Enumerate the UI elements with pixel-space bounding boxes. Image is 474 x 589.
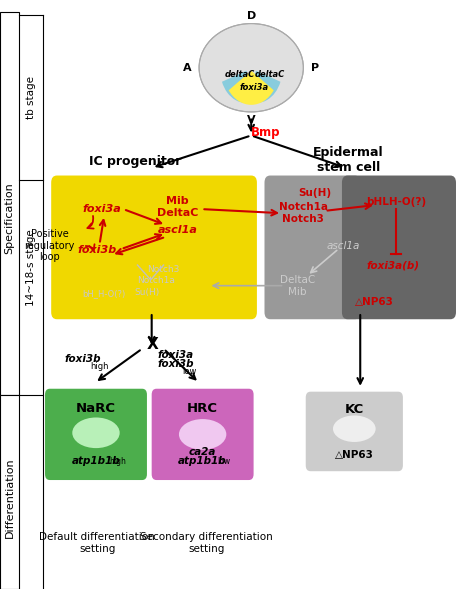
Text: tb stage: tb stage <box>26 75 36 119</box>
Text: foxi3a(b): foxi3a(b) <box>367 260 420 270</box>
Text: P: P <box>311 63 319 72</box>
Text: low: low <box>182 366 197 376</box>
Bar <box>0 395 19 589</box>
Text: ascl1a: ascl1a <box>158 225 198 234</box>
Text: foxi3a: foxi3a <box>82 204 121 214</box>
Text: IC progenitor: IC progenitor <box>89 155 181 168</box>
Text: △NP63: △NP63 <box>335 450 374 459</box>
Text: high: high <box>90 362 109 371</box>
Text: foxi3a: foxi3a <box>157 350 193 359</box>
FancyBboxPatch shape <box>342 176 456 319</box>
Text: Notch1a: Notch1a <box>279 202 328 211</box>
Text: V: V <box>247 115 255 124</box>
Ellipse shape <box>72 418 119 448</box>
Text: low: low <box>218 456 230 466</box>
Text: bHLH-O(?): bHLH-O(?) <box>366 197 426 207</box>
Text: Bmp: Bmp <box>251 126 280 139</box>
Text: deltaC: deltaC <box>224 70 255 80</box>
FancyBboxPatch shape <box>45 389 147 480</box>
Text: Mib: Mib <box>288 287 307 297</box>
FancyBboxPatch shape <box>51 176 257 319</box>
Text: high: high <box>109 456 126 466</box>
Wedge shape <box>247 71 281 103</box>
Text: foxi3b: foxi3b <box>78 246 117 255</box>
Wedge shape <box>228 71 274 105</box>
Text: DeltaC: DeltaC <box>157 209 199 218</box>
Ellipse shape <box>199 24 303 112</box>
Text: Epidermal
stem cell: Epidermal stem cell <box>313 146 383 174</box>
Text: foxi3b: foxi3b <box>157 359 194 369</box>
Text: X: X <box>147 337 158 352</box>
Text: KC: KC <box>345 403 364 416</box>
Text: atp1b1b: atp1b1b <box>178 456 227 466</box>
Text: foxi3b: foxi3b <box>64 355 101 364</box>
Text: Notch1a: Notch1a <box>137 276 175 286</box>
Text: ca2a: ca2a <box>189 447 216 456</box>
Text: 14~18-s stage: 14~18-s stage <box>26 230 36 306</box>
Text: Mib: Mib <box>166 197 189 206</box>
Text: Notch3: Notch3 <box>147 265 180 274</box>
Ellipse shape <box>179 419 227 450</box>
Text: foxi3a: foxi3a <box>240 82 269 92</box>
FancyBboxPatch shape <box>264 176 361 319</box>
Text: atp1b1b: atp1b1b <box>72 456 120 466</box>
FancyBboxPatch shape <box>152 389 254 480</box>
Text: bH_H-O(?): bH_H-O(?) <box>82 289 126 298</box>
Text: HRC: HRC <box>187 402 218 415</box>
Text: Positive
regulatory
loop: Positive regulatory loop <box>25 229 75 262</box>
Text: Specification: Specification <box>4 182 15 254</box>
Text: Su(H): Su(H) <box>134 287 160 297</box>
Text: deltaC: deltaC <box>255 70 285 80</box>
Text: Differentiation: Differentiation <box>4 458 15 538</box>
Text: ascl1a: ascl1a <box>327 241 360 250</box>
Text: DeltaC: DeltaC <box>280 276 315 285</box>
Text: Su(H): Su(H) <box>299 188 332 198</box>
Text: Notch3: Notch3 <box>283 214 324 223</box>
Text: NaRC: NaRC <box>76 402 116 415</box>
Text: Default differentiation
setting: Default differentiation setting <box>39 532 155 554</box>
Wedge shape <box>222 71 255 103</box>
FancyBboxPatch shape <box>306 392 403 471</box>
Bar <box>0 12 19 395</box>
Ellipse shape <box>333 415 375 442</box>
Text: △NP63: △NP63 <box>355 297 394 306</box>
Text: A: A <box>183 63 191 72</box>
Text: D: D <box>246 11 256 21</box>
Text: Secondary differentiation
setting: Secondary differentiation setting <box>140 532 273 554</box>
